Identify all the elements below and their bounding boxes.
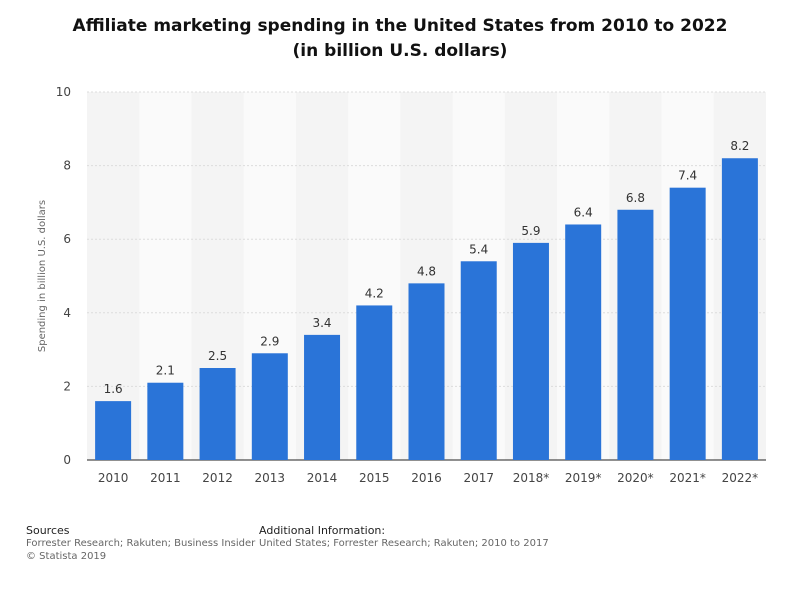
bar-chart: 0 2 4 6 8 10 Spending in billion U.S. dollars 1… — [37, 85, 766, 485]
data-label: 2.5 — [208, 349, 227, 363]
bar — [95, 401, 132, 460]
data-label: 2.1 — [156, 364, 175, 378]
chart-title-line-2: (in billion U.S. dollars) — [292, 41, 508, 61]
x-tick-label: 2013 — [255, 471, 286, 485]
data-label: 4.2 — [365, 286, 384, 300]
data-label: 2.9 — [260, 334, 279, 348]
x-tick-label: 2014 — [307, 471, 338, 485]
bar — [251, 353, 288, 460]
y-tick-label: 2 — [63, 379, 71, 393]
x-tick-label: 2017 — [463, 471, 494, 485]
data-label: 3.4 — [312, 316, 331, 330]
additional-info-heading: Additional Information: — [259, 524, 386, 537]
data-label: 8.2 — [730, 139, 749, 153]
y-tick-label: 8 — [63, 159, 71, 173]
data-label: 6.4 — [574, 205, 593, 219]
bar — [408, 283, 445, 460]
y-tick-label: 10 — [56, 85, 71, 99]
bar — [617, 209, 654, 460]
bar — [460, 261, 497, 460]
bar — [304, 334, 341, 460]
bar — [565, 224, 602, 460]
x-tick-label: 2021* — [669, 471, 706, 485]
chart-title: Affiliate marketing spending in the Unit… — [0, 14, 800, 64]
bar — [512, 242, 549, 460]
data-label: 4.8 — [417, 264, 436, 278]
sources-heading: Sources — [26, 524, 70, 537]
chart-title-line-1: Affiliate marketing spending in the Unit… — [72, 16, 728, 36]
x-tick-label: 2019* — [565, 471, 602, 485]
y-tick-label: 0 — [63, 453, 71, 467]
x-tick-label: 2018* — [513, 471, 550, 485]
bar — [147, 382, 184, 460]
sources-text: Forrester Research; Rakuten; Business In… — [26, 538, 256, 549]
y-tick-label: 4 — [63, 306, 71, 320]
sources-block: Sources Forrester Research; Rakuten; Bus… — [26, 524, 255, 563]
data-label: 1.6 — [104, 382, 123, 396]
copyright-text: © Statista 2019 — [26, 551, 107, 562]
data-label: 5.4 — [469, 242, 488, 256]
data-label: 5.9 — [521, 224, 540, 238]
x-tick-label: 2010 — [98, 471, 129, 485]
x-tick-label: 2022* — [722, 471, 759, 485]
bar — [199, 368, 236, 460]
data-label: 6.8 — [626, 191, 645, 205]
x-tick-label: 2020* — [617, 471, 654, 485]
x-tick-label: 2015 — [359, 471, 390, 485]
x-tick-label: 2012 — [202, 471, 233, 485]
bar — [669, 187, 706, 460]
additional-info-text: United States; Forrester Research; Rakut… — [259, 538, 549, 549]
additional-info-block: Additional Information: United States; F… — [259, 524, 549, 550]
x-tick-label: 2011 — [150, 471, 181, 485]
y-tick-label: 6 — [63, 232, 71, 246]
data-label: 7.4 — [678, 169, 697, 183]
bar — [721, 158, 758, 461]
x-tick-label: 2016 — [411, 471, 442, 485]
y-axis-label: Spending in billion U.S. dollars — [37, 200, 48, 352]
bar — [356, 305, 393, 460]
